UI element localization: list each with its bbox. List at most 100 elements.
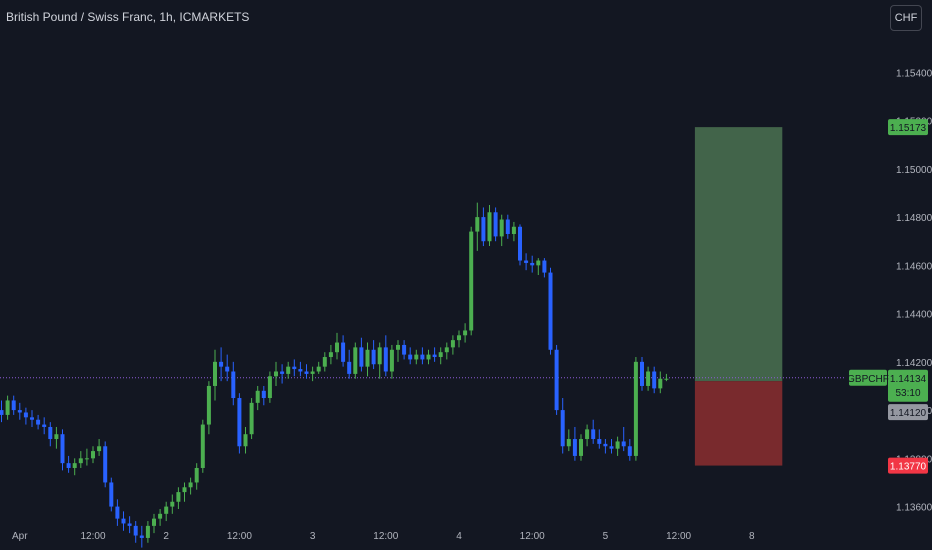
candle[interactable] (54, 426, 59, 449)
currency-button[interactable]: CHF (890, 5, 922, 31)
candle[interactable] (572, 426, 577, 461)
candle[interactable] (310, 366, 315, 382)
candle[interactable] (426, 349, 431, 365)
candle[interactable] (48, 422, 53, 447)
candle[interactable] (17, 402, 22, 420)
candle[interactable] (206, 381, 211, 435)
candle[interactable] (603, 439, 608, 454)
candle[interactable] (298, 361, 303, 377)
candle[interactable] (463, 323, 468, 343)
candle[interactable] (255, 385, 260, 411)
candle[interactable] (408, 347, 413, 365)
candle[interactable] (267, 371, 272, 403)
candle[interactable] (548, 267, 553, 355)
candle[interactable] (219, 347, 224, 382)
candle[interactable] (42, 417, 47, 435)
candle[interactable] (475, 202, 480, 251)
candle[interactable] (78, 451, 83, 468)
candle[interactable] (115, 499, 120, 526)
candle[interactable] (658, 371, 663, 394)
candle[interactable] (402, 340, 407, 360)
candle[interactable] (200, 419, 205, 473)
candle[interactable] (84, 448, 89, 466)
candle[interactable] (640, 357, 644, 391)
candle[interactable] (481, 207, 486, 247)
candle[interactable] (579, 434, 583, 461)
candle[interactable] (353, 342, 358, 379)
candle[interactable] (389, 344, 394, 379)
candle[interactable] (127, 516, 132, 534)
candle[interactable] (158, 508, 163, 526)
candle[interactable] (103, 441, 108, 488)
candle[interactable] (11, 395, 16, 415)
candle[interactable] (646, 366, 651, 391)
candle[interactable] (145, 521, 150, 543)
candle[interactable] (560, 398, 565, 454)
candle[interactable] (347, 349, 352, 379)
candle[interactable] (322, 352, 327, 372)
candle[interactable] (432, 347, 437, 362)
candle[interactable] (450, 335, 455, 355)
candle[interactable] (133, 521, 138, 543)
candle[interactable] (23, 407, 28, 425)
candle[interactable] (530, 255, 535, 273)
candle[interactable] (280, 364, 285, 384)
candle[interactable] (621, 426, 626, 452)
candle[interactable] (249, 398, 254, 440)
candle[interactable] (292, 359, 297, 377)
candle[interactable] (371, 340, 376, 370)
candle[interactable] (524, 253, 529, 271)
candle[interactable] (359, 337, 364, 372)
candle[interactable] (420, 347, 425, 365)
candle[interactable] (66, 455, 71, 473)
candle[interactable] (365, 342, 370, 377)
candle[interactable] (554, 344, 559, 415)
candle[interactable] (139, 525, 144, 548)
candle[interactable] (542, 258, 547, 278)
candle[interactable] (328, 344, 333, 365)
candle[interactable] (633, 357, 638, 461)
candle[interactable] (97, 439, 102, 456)
candle[interactable] (91, 446, 95, 464)
candle[interactable] (121, 511, 126, 531)
candle[interactable] (396, 340, 400, 362)
candle[interactable] (36, 414, 41, 430)
candle[interactable] (505, 214, 510, 239)
candle[interactable] (188, 477, 193, 495)
candle[interactable] (5, 395, 10, 420)
candle[interactable] (487, 205, 492, 247)
candle[interactable] (511, 221, 516, 242)
candle[interactable] (237, 393, 242, 454)
candle[interactable] (664, 373, 669, 382)
candle[interactable] (457, 330, 461, 348)
candle[interactable] (438, 347, 443, 365)
candle[interactable] (213, 349, 217, 401)
candle[interactable] (493, 207, 498, 242)
candle[interactable] (414, 349, 419, 365)
candle[interactable] (231, 361, 236, 406)
candle[interactable] (585, 424, 590, 447)
candle[interactable] (627, 439, 632, 461)
candle[interactable] (0, 400, 4, 423)
candle[interactable] (152, 513, 156, 534)
candle[interactable] (170, 494, 175, 514)
candle[interactable] (72, 458, 77, 476)
candle[interactable] (286, 361, 291, 379)
candle[interactable] (109, 477, 114, 512)
candle[interactable] (304, 364, 309, 379)
candle[interactable] (652, 366, 657, 394)
candle[interactable] (536, 258, 541, 275)
candle[interactable] (444, 342, 449, 360)
candle[interactable] (316, 361, 321, 374)
candle[interactable] (597, 429, 602, 449)
candle[interactable] (225, 354, 230, 382)
candle[interactable] (335, 332, 339, 360)
candle[interactable] (518, 224, 522, 266)
candle[interactable] (274, 361, 278, 386)
candle[interactable] (261, 385, 266, 406)
candle[interactable] (176, 487, 181, 509)
candle[interactable] (341, 335, 346, 367)
candle[interactable] (164, 501, 169, 522)
candle[interactable] (30, 410, 34, 427)
